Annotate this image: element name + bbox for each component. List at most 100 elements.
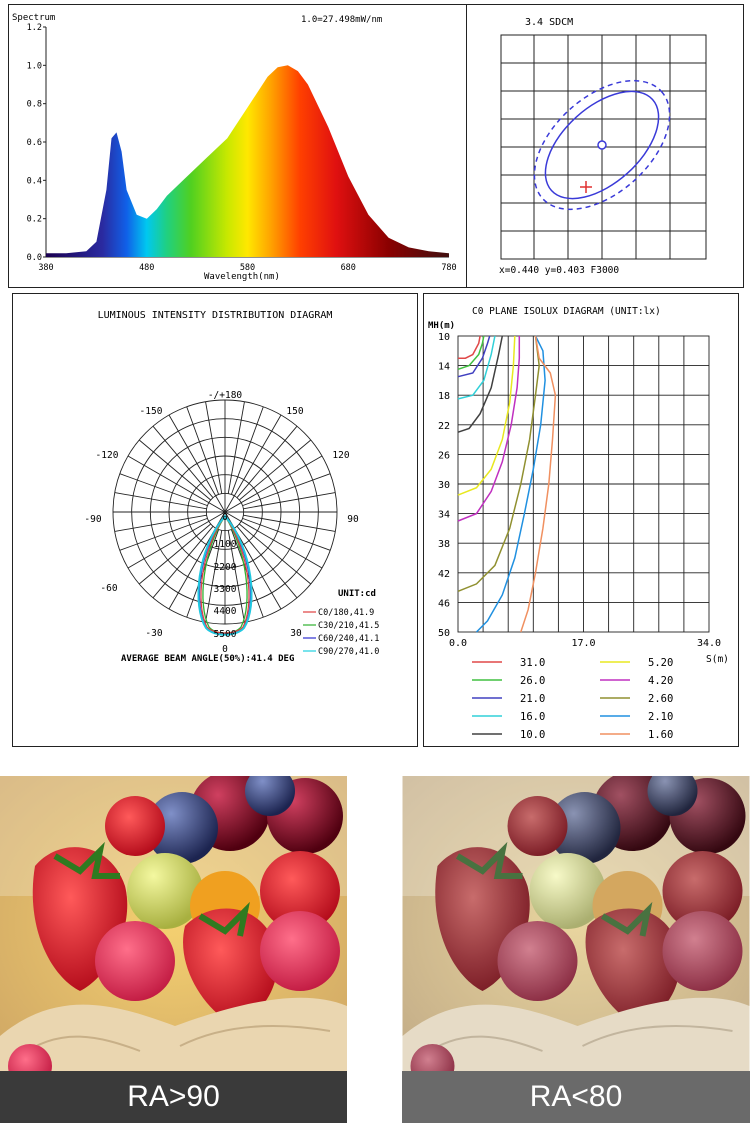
polar-spoke — [243, 514, 336, 532]
isolux-y-ticks: 10 14 18 22 26 30 34 38 42 46 50 — [438, 332, 450, 639]
isolux-curve — [457, 335, 491, 378]
polar-spoke — [168, 414, 226, 513]
legend-item: C90/270,41.0 — [318, 647, 379, 657]
fruit-photo-left — [0, 776, 347, 1071]
y-tick-label: 46 — [438, 598, 450, 609]
polar-spoke — [186, 406, 220, 495]
legend-label: 31.0 — [520, 657, 545, 669]
legend-label: 10.0 — [520, 729, 545, 741]
y-tick-label: 50 — [438, 628, 450, 639]
polar-spoke — [138, 439, 211, 501]
polar-angle-labels: -/+180 -150 150 -120 120 -90 90 -60 -30 … — [84, 390, 359, 655]
angle-label: 30 — [290, 628, 302, 639]
sdcm-center-point — [597, 140, 607, 150]
polar-curve-c0 — [200, 514, 250, 634]
y-tick-label: 42 — [438, 569, 450, 580]
polar-spoke — [242, 517, 331, 551]
sdcm-title: 3.4 SDCM — [525, 17, 573, 28]
polar-title: LUMINOUS INTENSITY DISTRIBUTION DIAGRAM — [98, 310, 333, 321]
polar-spoke — [227, 401, 245, 494]
polar-spoke — [127, 455, 226, 513]
isolux-curve — [457, 335, 496, 400]
polar-spoke — [236, 526, 298, 599]
sdcm-inner-ellipse — [544, 90, 660, 200]
x-tick-label: 680 — [341, 263, 356, 273]
polar-spoke — [119, 517, 208, 551]
isolux-title: C0 PLANE ISOLUX DIAGRAM (UNIT:lx) — [472, 306, 661, 317]
y-tick-label: 0.0 — [27, 253, 42, 263]
fruit-image — [0, 776, 347, 1071]
y-tick-label: 38 — [438, 539, 450, 550]
legend-item: C0/180,41.9 — [318, 608, 374, 618]
spectrum-scale-note: 1.0=27.498mW/nm — [301, 15, 382, 25]
polar-spoke — [152, 425, 214, 498]
x-tick-label: 780 — [441, 263, 456, 273]
angle-label: 120 — [332, 450, 349, 461]
polar-spoke — [205, 530, 223, 623]
radial-label: 5500 — [214, 629, 237, 640]
legend-item: C30/210,41.5 — [318, 621, 379, 631]
x-tick-label: 17.0 — [571, 638, 595, 649]
polar-panel: LUMINOUS INTENSITY DISTRIBUTION DIAGRAM … — [12, 293, 418, 747]
radial-label: 1100 — [214, 539, 237, 550]
polar-spoke — [114, 492, 207, 510]
sdcm-outer-ellipse — [533, 79, 671, 211]
sdcm-panel: 3.4 SDCM x=0.440 y=0.403 F3000 — [466, 4, 744, 288]
isolux-grid — [457, 335, 710, 633]
isolux-curve — [520, 335, 557, 633]
polar-spoke — [227, 530, 245, 623]
polar-legend: C0/180,41.9 C30/210,41.5 C60/240,41.1 C9… — [303, 608, 379, 657]
x-tick-label: 480 — [139, 263, 154, 273]
polar-spoke — [114, 514, 207, 532]
polar-grid — [112, 399, 338, 625]
fruit-image-desaturated — [402, 776, 750, 1071]
polar-spoke — [119, 473, 208, 507]
spectrum-panel: Spectrum 1.0=27.498mW/nm 1.2 1.0 0.8 0.6 0.4… — [8, 4, 468, 288]
radial-label: 0 — [222, 512, 228, 523]
isolux-curve — [457, 336, 521, 522]
spectrum-x-ticks: 380 480 580 680 780 — [38, 263, 456, 273]
angle-label: -/+180 — [208, 390, 243, 401]
fruit-photo-right — [402, 776, 750, 1071]
x-tick-label: 0.0 — [449, 638, 467, 649]
spectrum-title: Spectrum — [12, 13, 55, 23]
polar-spoke — [127, 511, 226, 569]
angle-label: -30 — [145, 628, 162, 639]
polar-radial-labels: 0 1100 2200 3300 4400 5500 — [214, 512, 237, 640]
angle-label: 150 — [286, 406, 303, 417]
polar-spoke — [152, 526, 214, 599]
legend-item: C60/240,41.1 — [318, 634, 379, 644]
y-tick-label: 30 — [438, 480, 450, 491]
radial-label: 3300 — [214, 584, 237, 595]
polar-spoke — [205, 401, 223, 494]
spectrum-chart: Spectrum 1.0=27.498mW/nm 1.2 1.0 0.8 0.6 0.4… — [12, 13, 457, 282]
y-tick-label: 0.4 — [27, 176, 42, 186]
isolux-curve — [457, 335, 540, 592]
y-tick-label: 14 — [438, 362, 450, 373]
legend-label: 5.20 — [648, 657, 673, 669]
polar-intensity-chart: LUMINOUS INTENSITY DISTRIBUTION DIAGRAM … — [84, 310, 379, 664]
y-tick-label: 22 — [438, 421, 450, 432]
isolux-curve — [457, 335, 485, 371]
angle-label: -60 — [100, 583, 117, 594]
polar-spoke — [224, 511, 323, 569]
ra-high-caption: RA>90 — [0, 1071, 347, 1123]
polar-spoke — [224, 414, 282, 513]
spectrum-xlabel: Wavelength(nm) — [204, 272, 280, 282]
isolux-panel: C0 PLANE ISOLUX DIAGRAM (UNIT:lx) MH(m) … — [423, 293, 739, 747]
y-tick-label: 1.2 — [27, 23, 42, 33]
y-tick-label: 18 — [438, 391, 450, 402]
spectrum-curve-area — [46, 65, 449, 257]
legend-label: 4.20 — [648, 675, 673, 687]
angle-label: 0 — [222, 644, 228, 655]
polar-spoke — [138, 523, 211, 585]
isolux-curve — [457, 335, 504, 433]
isolux-x-ticks: 0.0 17.0 34.0 — [449, 638, 721, 649]
sdcm-ellipse-chart: 3.4 SDCM x=0.440 y=0.403 F3000 — [499, 17, 707, 276]
isolux-chart: C0 PLANE ISOLUX DIAGRAM (UNIT:lx) MH(m) … — [428, 306, 729, 741]
y-tick-label: 10 — [438, 332, 450, 343]
angle-label: -120 — [96, 450, 119, 461]
x-tick-label: 380 — [38, 263, 53, 273]
isolux-curve — [458, 335, 481, 359]
sdcm-footer: x=0.440 y=0.403 F3000 — [499, 265, 619, 276]
